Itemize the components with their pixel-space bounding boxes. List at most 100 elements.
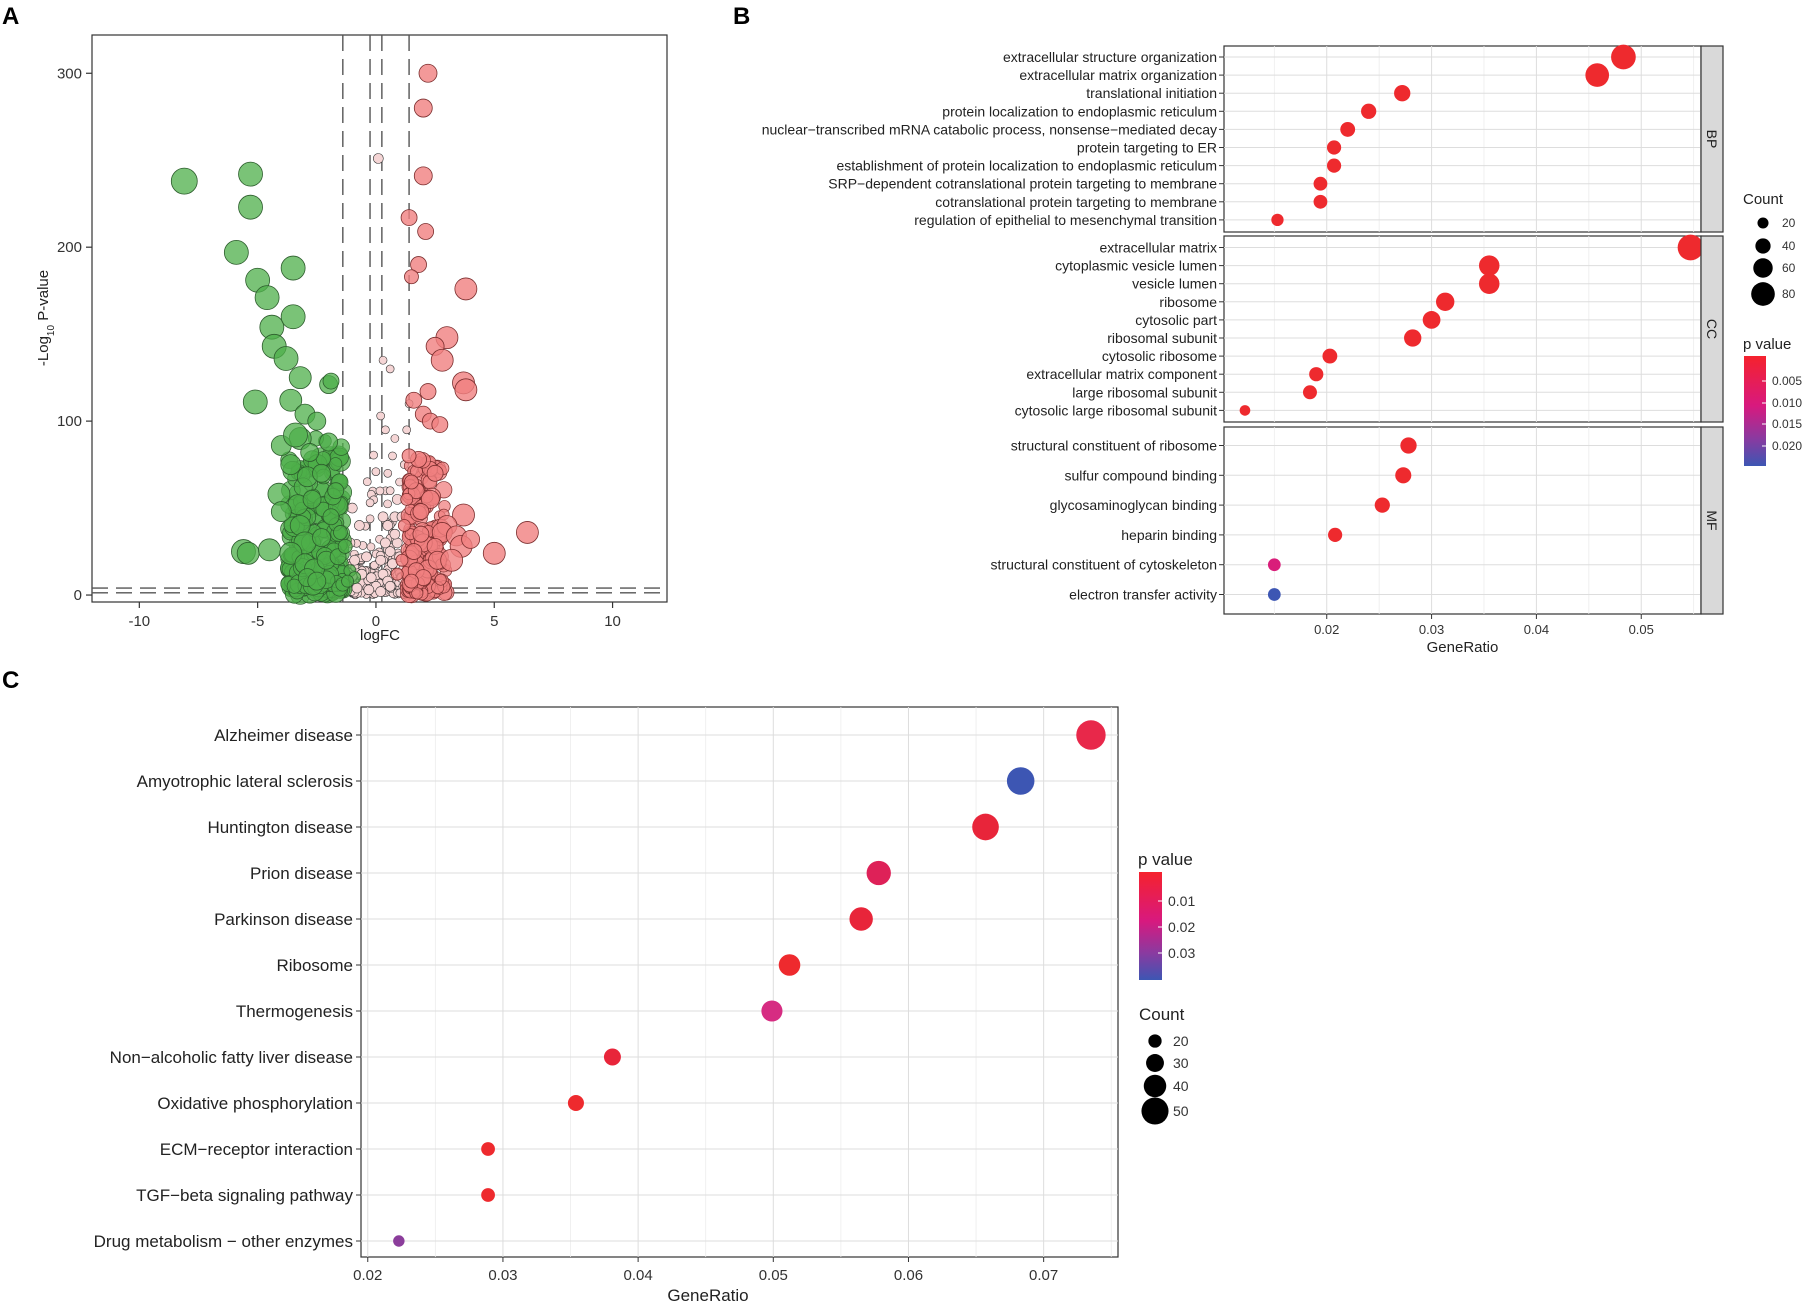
term-dot [1302, 385, 1317, 400]
term-dot [1394, 85, 1411, 102]
term-dot [1326, 140, 1342, 155]
ns-point [363, 584, 375, 596]
y-axis-title-suffix: P-value [35, 270, 52, 325]
size-legend: Count 20 30 40 50 [1139, 1005, 1189, 1125]
up-point [482, 541, 506, 565]
term-label: extracellular structure organization [1003, 49, 1217, 65]
x-tick-label: 0.05 [759, 1267, 788, 1284]
ns-point [391, 537, 403, 549]
term-dot [1677, 234, 1704, 261]
size-legend-label: 20 [1173, 1033, 1189, 1049]
ns-point [385, 486, 395, 495]
up-point [412, 503, 430, 520]
term-dot [1267, 558, 1281, 572]
term-label: glycosaminoglycan binding [1050, 497, 1217, 513]
ns-cloud-point [369, 450, 378, 460]
term-label: Non−alcoholic fatty liver disease [110, 1048, 353, 1067]
up-point [454, 277, 478, 301]
color-legend-title: p value [1138, 850, 1193, 869]
size-legend-label: 30 [1173, 1055, 1189, 1071]
ns-point [346, 502, 358, 514]
size-legend-label: 40 [1173, 1078, 1189, 1094]
term-label: vesicle lumen [1132, 276, 1217, 292]
panel-letter-b: B [733, 3, 750, 30]
down-point [300, 443, 320, 462]
term-label: ECM−receptor interaction [160, 1140, 353, 1159]
color-legend-label: 0.020 [1772, 439, 1802, 453]
term-label: Huntington disease [207, 818, 353, 837]
ns-point [384, 581, 396, 592]
ns-point [377, 511, 389, 523]
term-dot [481, 1188, 495, 1202]
term-dot [1239, 405, 1251, 416]
down-point [258, 538, 281, 562]
up-cloud-point [434, 573, 447, 586]
term-label: ribosome [1159, 294, 1217, 310]
term-dot [1436, 292, 1455, 311]
size-legend-dot [1148, 1034, 1162, 1048]
ns-point [375, 554, 386, 566]
ns-cloud-point [375, 486, 385, 496]
color-legend-title: p value [1743, 336, 1791, 353]
up-point [404, 269, 419, 285]
size-legend-label: 80 [1782, 287, 1796, 301]
down-point [279, 388, 303, 412]
term-label: regulation of epithelial to mesenchymal … [914, 212, 1217, 228]
ns-cloud-point [362, 477, 372, 487]
down-point [312, 463, 331, 483]
size-legend-label: 60 [1782, 261, 1796, 275]
up-point [412, 525, 430, 543]
term-label: large ribosomal subunit [1072, 384, 1217, 400]
facet-strip-label: CC [1704, 319, 1720, 339]
term-label: cytosolic part [1135, 312, 1217, 328]
down-point [283, 422, 308, 448]
color-legend-label: 0.01 [1168, 893, 1195, 909]
up-point [419, 383, 437, 400]
size-legend-title: Count [1743, 191, 1784, 208]
size-legend-dot [1757, 217, 1769, 229]
y-tick-label: 100 [57, 413, 82, 430]
up-point [426, 464, 444, 482]
color-legend-bar [1139, 872, 1162, 980]
size-legend-title: Count [1139, 1005, 1185, 1024]
up-point [390, 567, 404, 581]
ns-point [381, 425, 390, 435]
ns-point [365, 572, 377, 583]
term-label: structural constituent of cytoskeleton [991, 557, 1217, 573]
up-point [395, 553, 409, 567]
ns-point [402, 425, 412, 435]
ns-point [388, 451, 397, 461]
up-point [400, 209, 418, 227]
y-axis-title: -Log10 P-value [35, 270, 57, 366]
up-point [413, 166, 433, 186]
term-label: Prion disease [250, 864, 353, 883]
ns-point [383, 468, 393, 478]
facet-panel [1223, 426, 1702, 615]
y-tick-label: 300 [57, 65, 82, 82]
term-dot [1422, 311, 1441, 329]
x-axis-ticks: -10 -5 0 5 10 [128, 602, 621, 630]
y-tick-label: 200 [57, 239, 82, 256]
size-legend-label: 50 [1173, 1103, 1189, 1119]
up-point [431, 416, 449, 433]
color-legend-label: 0.015 [1772, 417, 1802, 431]
downregulated-points [170, 161, 362, 605]
x-tick-label: 0.05 [1629, 622, 1654, 637]
term-label: translational initiation [1086, 85, 1217, 101]
term-label: Ribosome [276, 956, 353, 975]
facet-mf: structural constituent of ribosome sulfur… [991, 426, 1724, 615]
panel-letter-a: A [2, 3, 19, 30]
term-label: establishment of protein localization to… [836, 158, 1217, 174]
x-tick-label: -10 [128, 613, 150, 630]
term-label: protein targeting to ER [1077, 140, 1217, 156]
term-dot [1400, 437, 1417, 454]
x-tick-label: 0.02 [1314, 622, 1339, 637]
up-point [461, 529, 481, 549]
up-point [420, 489, 440, 509]
up-point [400, 492, 414, 506]
term-dot [866, 860, 891, 886]
up-point [413, 98, 433, 118]
down-point [170, 167, 198, 195]
down-point [223, 240, 249, 265]
down-point [280, 304, 306, 330]
